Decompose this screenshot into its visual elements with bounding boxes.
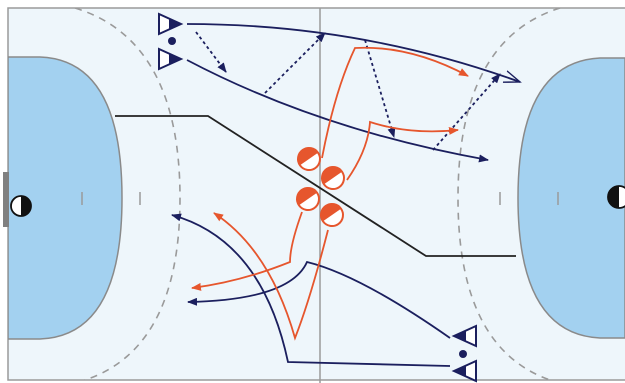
attack-run-top-diagonal [186,59,489,163]
attacker-top-2 [158,47,184,71]
left-goal [3,172,9,227]
defender-3 [296,187,320,211]
pass-2 [264,32,326,94]
left-goal-area [8,56,123,340]
defense-move-top-right [321,46,469,159]
defense-move-left-loop [213,212,329,341]
attacker-bottom-2 [451,359,477,383]
pass-1 [195,31,227,73]
goalkeeper-right [607,185,625,209]
attack-run-top-long [186,23,520,82]
right-goal-area [517,57,625,339]
defense-move-mid-right [346,120,459,181]
left-free-throw-line [74,8,181,380]
defender-4 [320,203,344,227]
attack-run-bottom-long [171,213,451,367]
attack-run-bottom-left [187,260,451,339]
defender-2 [321,166,345,190]
defender-1 [297,147,321,171]
zone-divider-line [115,115,516,257]
pass-4 [432,73,501,151]
attacker-bottom-1 [451,324,477,348]
attacker-top-1 [158,12,184,36]
ball-top [168,37,176,45]
defense-move-left-low [191,211,303,291]
ball-bottom [459,350,467,358]
pass-3 [364,39,396,138]
goalkeeper-left [10,195,32,217]
